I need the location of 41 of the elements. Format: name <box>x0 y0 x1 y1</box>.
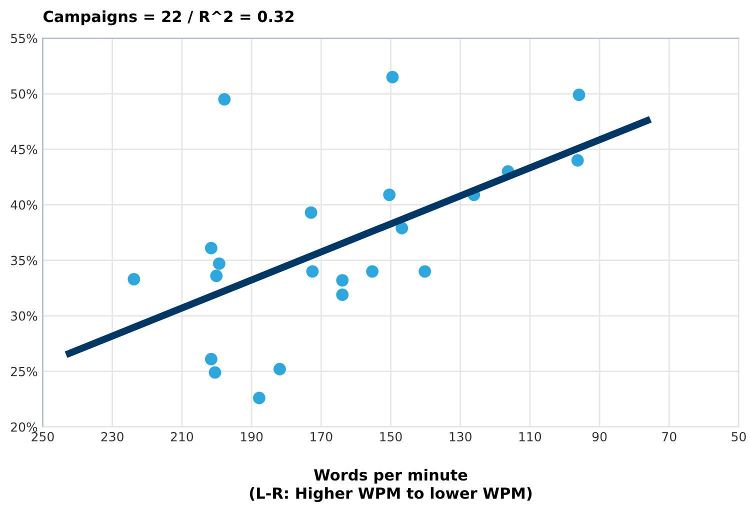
point <box>386 70 399 84</box>
point <box>366 265 379 278</box>
point <box>304 206 318 219</box>
x-axis-title: Words per minute (L-R: Higher WPM to lower WPM) <box>250 468 532 502</box>
x-tick-label: 110 <box>519 432 542 442</box>
x-tick-label: 170 <box>310 432 332 442</box>
point <box>218 93 231 106</box>
point <box>210 270 223 282</box>
point <box>212 257 226 270</box>
point <box>204 242 218 254</box>
point <box>572 88 586 102</box>
x-tick-label: 150 <box>380 432 402 442</box>
x-tick-label: 190 <box>240 432 263 442</box>
point <box>306 265 319 278</box>
point <box>383 188 396 202</box>
x-tick-label: 230 <box>101 432 124 442</box>
point <box>418 265 432 278</box>
point <box>274 362 286 376</box>
point <box>252 392 266 404</box>
point <box>208 366 222 379</box>
chart-title: Campaigns = 22 / R^2 = 0.32 <box>44 10 294 26</box>
x-tick-label: 250 <box>32 432 54 442</box>
point <box>336 288 349 301</box>
point <box>336 274 349 287</box>
x-tick-label: 90 <box>592 432 607 442</box>
x-tick-label: 70 <box>662 432 676 442</box>
y-tick-label: 35% <box>11 256 38 266</box>
point <box>204 352 218 366</box>
y-tick-label: 30% <box>11 311 38 321</box>
y-tick-label: 50% <box>11 89 38 99</box>
y-tick-label: 40% <box>10 200 38 210</box>
point <box>571 154 584 167</box>
y-tick-label: 45% <box>10 144 38 154</box>
x-tick-label: 50 <box>732 432 746 442</box>
y-tick-label: 55% <box>11 34 38 44</box>
point <box>128 272 140 286</box>
x-tick-label: 130 <box>450 432 472 442</box>
x-tick-label: 210 <box>170 432 194 442</box>
point <box>396 222 408 234</box>
y-tick-label: 25% <box>11 366 38 376</box>
y-tick-label: 20% <box>11 422 38 432</box>
